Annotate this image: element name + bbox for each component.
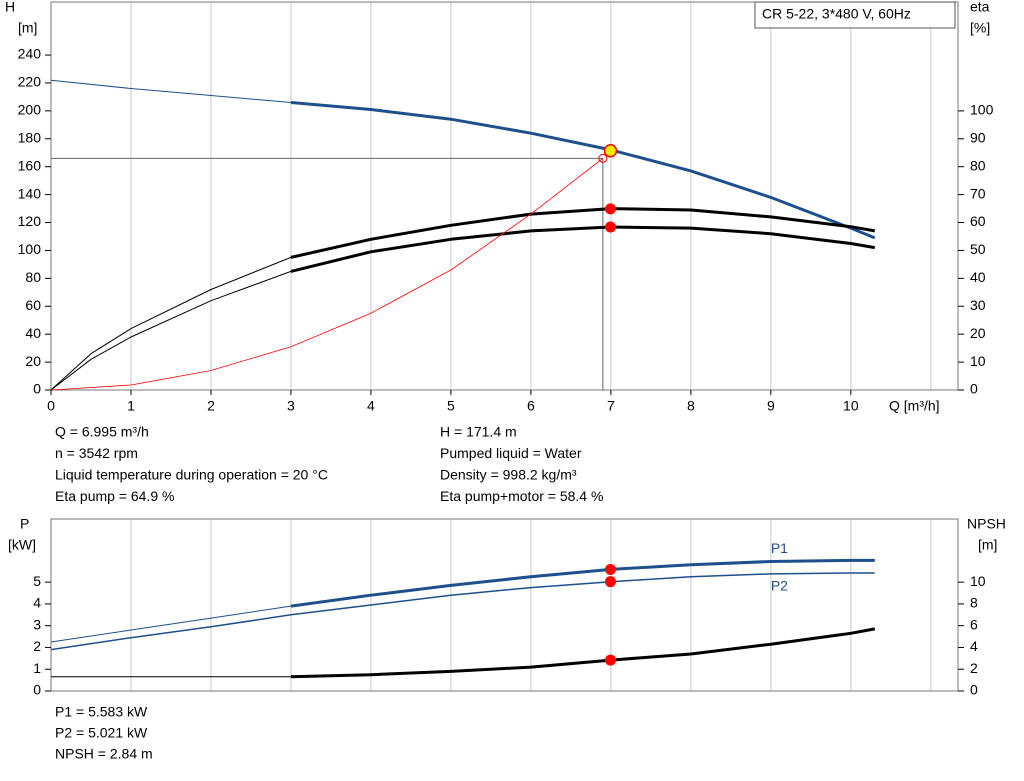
plot-frame (50, 1, 959, 391)
y2-tick-label: 40 (970, 269, 986, 285)
y-tick-label: 220 (18, 74, 42, 90)
y-tick-label: 40 (25, 325, 41, 341)
info-text: Density = 998.2 kg/m³ (440, 467, 577, 483)
curve-label: P1 (771, 540, 788, 556)
y2-axis-label: NPSH (967, 516, 1006, 532)
y-tick-label: 60 (25, 297, 41, 313)
curve (50, 572, 875, 651)
info-text: Liquid temperature during operation = 20… (55, 467, 328, 483)
x-axis-label: Q [m³/h] (889, 398, 940, 414)
y2-tick-label: 6 (970, 616, 978, 632)
y2-tick-label: 90 (970, 129, 986, 145)
info-text: n = 3542 rpm (55, 445, 138, 461)
info-text: Pumped liquid = Water (440, 445, 582, 461)
y-tick-label: 240 (18, 46, 42, 62)
x-tick-label: 8 (687, 398, 695, 414)
y-tick-label: 140 (18, 185, 42, 201)
y2-tick-label: 20 (970, 325, 986, 341)
y2-tick-label: 0 (970, 682, 978, 698)
y-tick-label: 100 (18, 241, 42, 257)
y2-tick-label: 0 (970, 381, 978, 397)
curve-thin (50, 256, 292, 391)
y2-tick-label: 10 (970, 353, 986, 369)
x-tick-label: 2 (207, 398, 215, 414)
y-tick-label: 5 (33, 573, 41, 589)
operating-point (603, 144, 618, 158)
curve-label: P2 (771, 578, 788, 594)
y-axis-label: [kW] (8, 537, 36, 553)
y2-tick-label: 10 (970, 573, 986, 589)
y2-tick-label: 4 (970, 638, 978, 654)
y-tick-label: 4 (33, 595, 41, 611)
operating-point (604, 563, 616, 575)
y-tick-label: 80 (25, 269, 41, 285)
plot-frame (50, 518, 959, 692)
x-tick-label: 7 (607, 398, 615, 414)
y-axis-label: P (20, 516, 29, 532)
x-tick-label: 6 (527, 398, 535, 414)
y2-axis-label: eta (970, 0, 990, 15)
x-tick-label: 9 (767, 398, 775, 414)
chart-title: CR 5-22, 3*480 V, 60Hz (762, 6, 911, 22)
y-axis-label: H (5, 0, 15, 15)
info-text: Q = 6.995 m³/h (55, 424, 149, 440)
operating-point (604, 576, 616, 588)
x-tick-label: 1 (127, 398, 135, 414)
curve-thin (50, 270, 292, 391)
y-tick-label: 200 (18, 102, 42, 118)
y-tick-label: 20 (25, 353, 41, 369)
info-text: P2 = 5.021 kW (55, 725, 148, 741)
y2-axis-label: [m] (978, 537, 997, 553)
y2-tick-label: 100 (970, 102, 994, 118)
title-box (754, 1, 956, 29)
info-text: NPSH = 2.84 m (55, 746, 153, 762)
y-tick-label: 2 (33, 638, 41, 654)
y2-tick-label: 30 (970, 297, 986, 313)
y2-tick-label: 60 (970, 213, 986, 229)
reference-point (598, 153, 608, 163)
operating-point (604, 221, 616, 233)
info-text: H = 171.4 m (440, 424, 517, 440)
info-text: P1 = 5.583 kW (55, 704, 148, 720)
operating-point (604, 203, 616, 215)
x-tick-label: 4 (367, 398, 375, 414)
y-tick-label: 3 (33, 616, 41, 632)
x-tick-label: 3 (287, 398, 295, 414)
y2-tick-label: 8 (970, 595, 978, 611)
y-tick-label: 120 (18, 213, 42, 229)
operating-point (604, 654, 616, 666)
curve-thin (50, 79, 291, 103)
info-text: Eta pump = 64.9 % (55, 488, 174, 504)
y-axis-label: [m] (18, 20, 37, 36)
y2-axis-label: [%] (970, 20, 990, 36)
curve (50, 157, 604, 391)
y2-tick-label: 80 (970, 157, 986, 173)
y-tick-label: 180 (18, 129, 42, 145)
x-tick-label: 5 (447, 398, 455, 414)
y2-tick-label: 70 (970, 185, 986, 201)
info-text: Eta pump+motor = 58.4 % (440, 488, 603, 504)
curve-thin (50, 605, 291, 643)
y-tick-label: 0 (33, 381, 41, 397)
y2-tick-label: 2 (970, 660, 978, 676)
y-tick-label: 0 (33, 682, 41, 698)
y-tick-label: 1 (33, 660, 41, 676)
x-tick-label: 0 (47, 398, 55, 414)
y2-tick-label: 50 (970, 241, 986, 257)
x-tick-label: 10 (843, 398, 859, 414)
y-tick-label: 160 (18, 157, 42, 173)
